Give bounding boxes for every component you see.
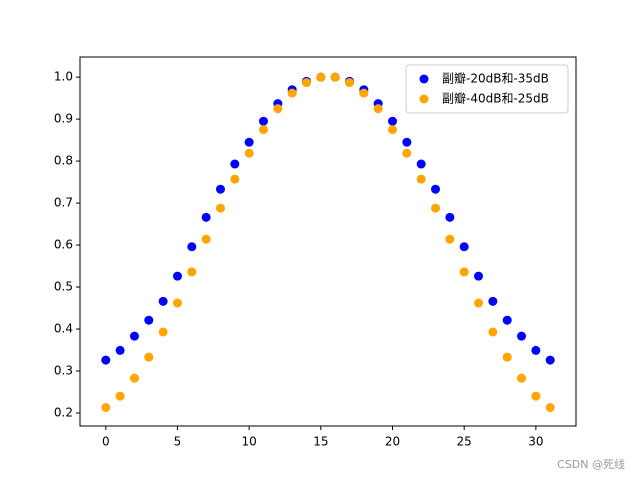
point (517, 373, 527, 383)
point (172, 298, 182, 308)
point (115, 391, 125, 401)
point (445, 212, 455, 222)
point (244, 148, 254, 158)
point (431, 203, 441, 213)
point (316, 72, 326, 82)
y-tick-label: 0.6 (54, 238, 73, 252)
point (330, 72, 340, 82)
y-tick-label: 0.2 (54, 405, 73, 419)
point (201, 212, 211, 222)
point (258, 116, 268, 126)
legend-label: 副瓣-40dB和-25dB (442, 92, 549, 106)
point (230, 174, 240, 184)
point (545, 403, 555, 413)
point (488, 296, 498, 306)
y-tick-label: 0.3 (54, 364, 73, 378)
point (215, 184, 225, 194)
point (101, 403, 111, 413)
point (416, 159, 426, 169)
point (373, 104, 383, 114)
point (402, 137, 412, 147)
point (502, 352, 512, 362)
point (187, 267, 197, 277)
point (301, 78, 311, 88)
watermark: CSDN @死线 (557, 457, 625, 471)
point (101, 355, 111, 365)
point (388, 116, 398, 126)
point (402, 148, 412, 158)
point (187, 242, 197, 252)
point (388, 125, 398, 135)
x-tick-label: 10 (242, 435, 257, 449)
y-tick-label: 0.5 (54, 280, 73, 294)
point (431, 184, 441, 194)
y-tick-label: 0.8 (54, 154, 73, 168)
point (517, 331, 527, 341)
point (129, 331, 139, 341)
point (502, 315, 512, 325)
point (144, 315, 154, 325)
x-tick-label: 30 (528, 435, 543, 449)
point (474, 271, 484, 281)
point (201, 234, 211, 244)
point (459, 242, 469, 252)
point (144, 352, 154, 362)
point (287, 88, 297, 98)
point (545, 355, 555, 365)
x-tick-label: 20 (385, 435, 400, 449)
point (129, 373, 139, 383)
point (531, 391, 541, 401)
y-tick-label: 0.9 (54, 112, 73, 126)
point (230, 159, 240, 169)
x-tick-label: 15 (313, 435, 328, 449)
point (258, 125, 268, 135)
point (445, 234, 455, 244)
point (359, 88, 369, 98)
legend-box (405, 64, 569, 114)
point (215, 203, 225, 213)
point (488, 327, 498, 337)
point (158, 327, 168, 337)
point (273, 104, 283, 114)
point (416, 174, 426, 184)
point (115, 345, 125, 355)
legend-marker (419, 94, 429, 104)
legend-marker (419, 74, 429, 84)
plot-frame (79, 56, 577, 427)
point (474, 298, 484, 308)
y-tick-label: 0.4 (54, 322, 73, 336)
point (345, 78, 355, 88)
x-tick-label: 5 (174, 435, 182, 449)
legend-label: 副瓣-20dB和-35dB (442, 72, 549, 86)
x-tick-label: 0 (102, 435, 110, 449)
x-tick-label: 25 (457, 435, 472, 449)
point (244, 137, 254, 147)
point (531, 345, 541, 355)
point (172, 271, 182, 281)
y-tick-label: 1.0 (54, 70, 73, 84)
y-tick-label: 0.7 (54, 196, 73, 210)
point (459, 267, 469, 277)
point (158, 296, 168, 306)
